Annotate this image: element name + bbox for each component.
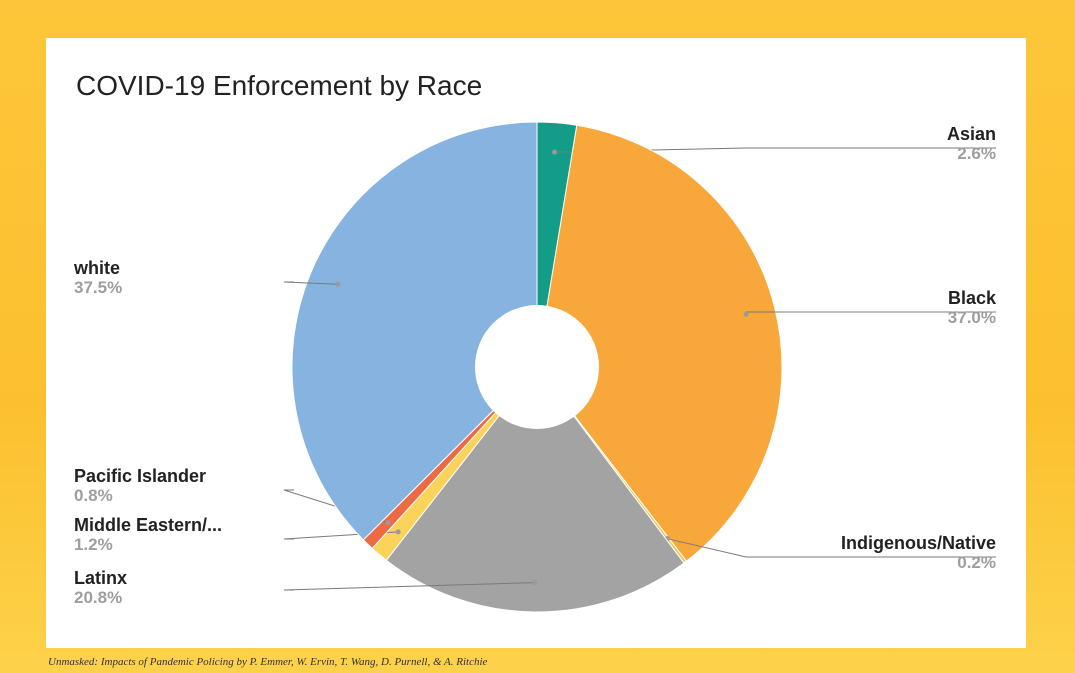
slice-value-white: 37.5% (74, 278, 123, 297)
slice-value-middle-eastern: 1.2% (74, 535, 113, 554)
leader-dot (395, 529, 401, 535)
slice-label-black: Black (947, 288, 996, 308)
slice-label-indigenous: Indigenous/Native (840, 533, 996, 553)
leader-line (283, 281, 338, 285)
slice-value-indigenous: 0.2% (957, 553, 996, 572)
label-white: white 37.5% (74, 258, 324, 298)
pie-slice-latinx (385, 366, 685, 613)
slice-label-pacific-islander: Pacific Islander (74, 466, 207, 486)
slice-label-asian: Asian (946, 124, 996, 144)
label-asian: Asian 2.6% (746, 124, 996, 164)
slice-label-white: white (74, 258, 121, 278)
label-latinx: Latinx 20.8% (74, 568, 324, 608)
slice-label-middle-eastern: Middle Eastern/... (74, 515, 223, 535)
slice-value-black: 37.0% (947, 308, 996, 327)
chart-title: COVID-19 Enforcement by Race (76, 70, 483, 101)
label-indigenous: Indigenous/Native 0.2% (736, 533, 996, 573)
leader-dot (743, 311, 749, 317)
slice-value-pacific-islander: 0.8% (74, 486, 113, 505)
label-middle-eastern: Middle Eastern/... 1.2% (74, 515, 324, 555)
leader-line (283, 582, 535, 591)
slice-value-latinx: 20.8% (74, 588, 123, 607)
chart-card: COVID-19 Enforcement by Race Asian 2.6% … (46, 38, 1026, 648)
pie-slice-black (536, 124, 783, 562)
leader-dot (532, 580, 538, 586)
pie-chart (283, 121, 996, 613)
leader-dot (335, 281, 341, 287)
label-pacific-islander: Pacific Islander 0.8% (74, 466, 324, 506)
slice-value-asian: 2.6% (957, 144, 996, 163)
leader-dot (552, 149, 558, 155)
donut-hole (475, 305, 599, 429)
leader-dot (385, 520, 391, 526)
slice-label-latinx: Latinx (74, 568, 128, 588)
label-black: Black 37.0% (746, 288, 996, 328)
source-caption: Unmasked: Impacts of Pandemic Policing b… (48, 656, 488, 668)
leader-line (667, 538, 996, 558)
pie-slice-white (291, 121, 538, 541)
